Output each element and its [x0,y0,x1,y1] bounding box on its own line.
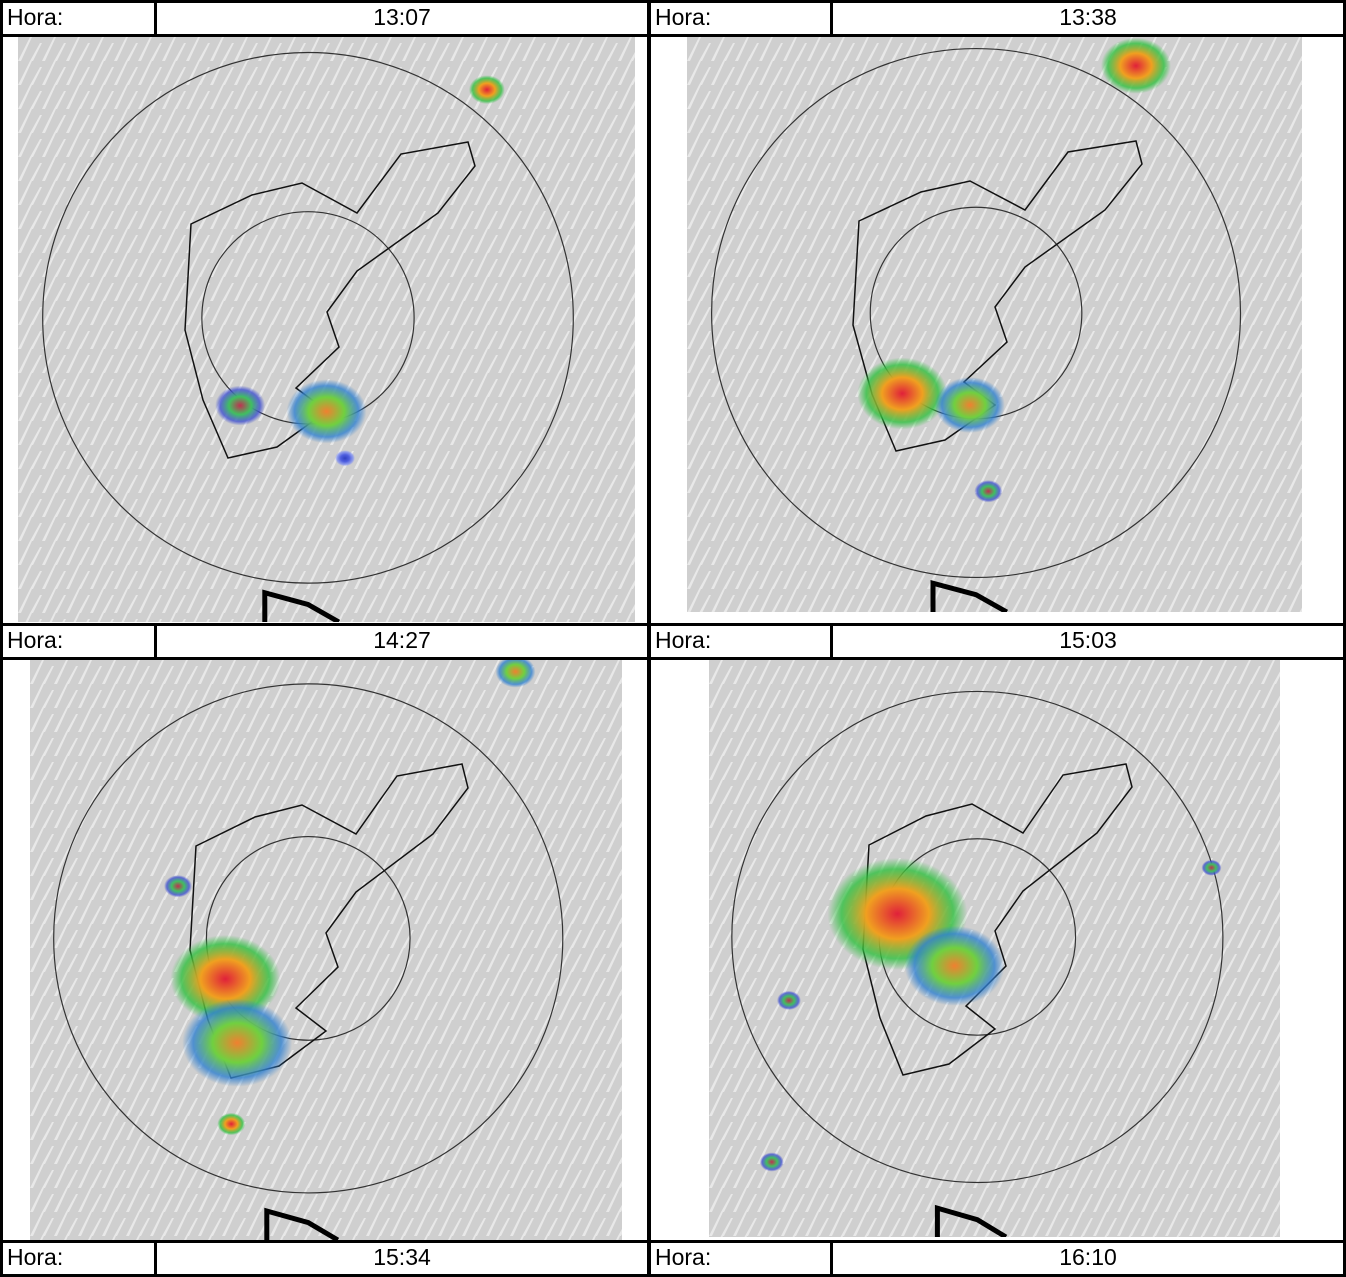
hora-label: Hora: [0,623,157,660]
terrain [687,37,1302,612]
echo [286,379,367,444]
time-value: 13:38 [830,0,1346,37]
range-ring [42,51,574,584]
border [262,589,341,622]
time-value: 15:03 [830,623,1346,660]
border [930,579,1009,612]
radar-image [709,660,1280,1237]
echo [904,925,1005,1006]
echo [164,875,192,898]
image-cell [648,657,1346,1243]
echo [857,357,948,430]
hora-label: Hora: [0,1240,157,1277]
time-value: 13:07 [154,0,650,37]
boundary [852,140,1143,452]
echo [1201,859,1222,876]
range-ring [710,47,1242,579]
time-value: 14:27 [154,623,650,660]
hora-label: Hora: [0,0,157,37]
echo [468,75,505,105]
radar-image [30,660,622,1240]
time-value: 15:34 [154,1240,650,1277]
hora-label: Hora: [648,0,833,37]
echo [217,1112,246,1136]
boundary [862,763,1133,1076]
echo [934,377,1005,433]
border [264,1207,340,1240]
echo [759,1152,784,1172]
border [934,1204,1008,1237]
echo [182,998,293,1087]
terrain [30,660,622,1240]
boundary [184,141,476,459]
terrain [18,37,635,622]
radar-image [18,37,635,622]
hora-label: Hora: [648,1240,833,1277]
image-cell [648,34,1346,626]
range-ring [731,690,1224,1184]
range-ring [53,683,564,1194]
time-value: 16:10 [830,1240,1346,1277]
echo [495,660,536,688]
echo [1100,37,1171,94]
echo [335,450,356,467]
echo [974,480,1003,503]
echo [776,990,801,1011]
radar-image [687,37,1302,612]
hora-label: Hora: [648,623,833,660]
echo [215,385,266,426]
